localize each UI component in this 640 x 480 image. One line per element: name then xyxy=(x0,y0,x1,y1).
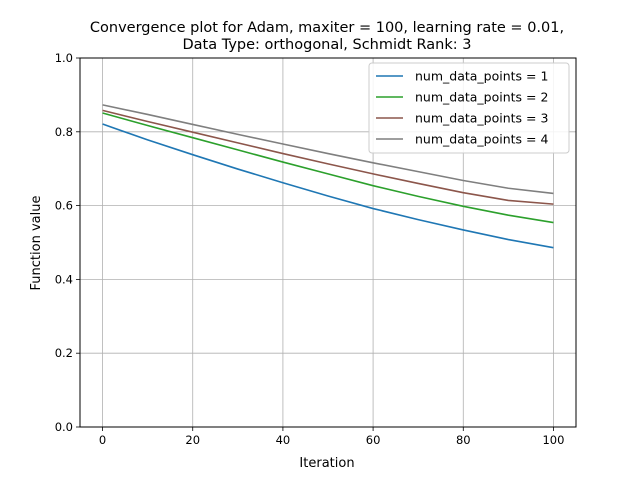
y-tick-label: 0.2 xyxy=(55,346,73,360)
x-tick-label: 100 xyxy=(542,433,564,447)
x-axis-label: Iteration xyxy=(299,456,354,471)
series-lines xyxy=(102,104,554,249)
series-line-2 xyxy=(102,112,554,224)
series-line-4 xyxy=(102,104,554,195)
y-tick-label: 1.0 xyxy=(55,51,73,65)
legend-label-2: num_data_points = 2 xyxy=(415,90,548,105)
axes-frame xyxy=(79,57,577,428)
ticks: 0 20 40 60 80 100 0.0 0.2 0.4 0.6 0.8 1.0 xyxy=(55,51,565,447)
y-tick-label: 0.0 xyxy=(55,420,73,434)
chart-title-line-1: Convergence plot for Adam, maxiter = 100… xyxy=(90,20,564,36)
legend-box xyxy=(368,62,570,154)
y-axis-label: Function value xyxy=(29,196,44,291)
chart-title-line-2: Data Type: orthogonal, Schmidt Rank: 3 xyxy=(183,37,472,53)
x-tick-label: 60 xyxy=(366,433,381,447)
x-tick-label: 80 xyxy=(456,433,471,447)
series-line-3 xyxy=(102,109,554,205)
y-tick-label: 0.4 xyxy=(55,272,73,286)
legend: num_data_points = 1 num_data_points = 2 nu… xyxy=(368,62,570,154)
y-tick-label: 0.8 xyxy=(55,125,73,139)
series-line-1 xyxy=(102,123,554,249)
legend-label-3: num_data_points = 3 xyxy=(415,111,548,126)
legend-label-1: num_data_points = 1 xyxy=(415,69,548,84)
y-tick-label: 0.6 xyxy=(55,199,73,213)
x-tick-label: 20 xyxy=(185,433,200,447)
legend-label-4: num_data_points = 4 xyxy=(415,132,548,147)
x-tick-label: 0 xyxy=(99,433,106,447)
x-tick-label: 40 xyxy=(276,433,291,447)
